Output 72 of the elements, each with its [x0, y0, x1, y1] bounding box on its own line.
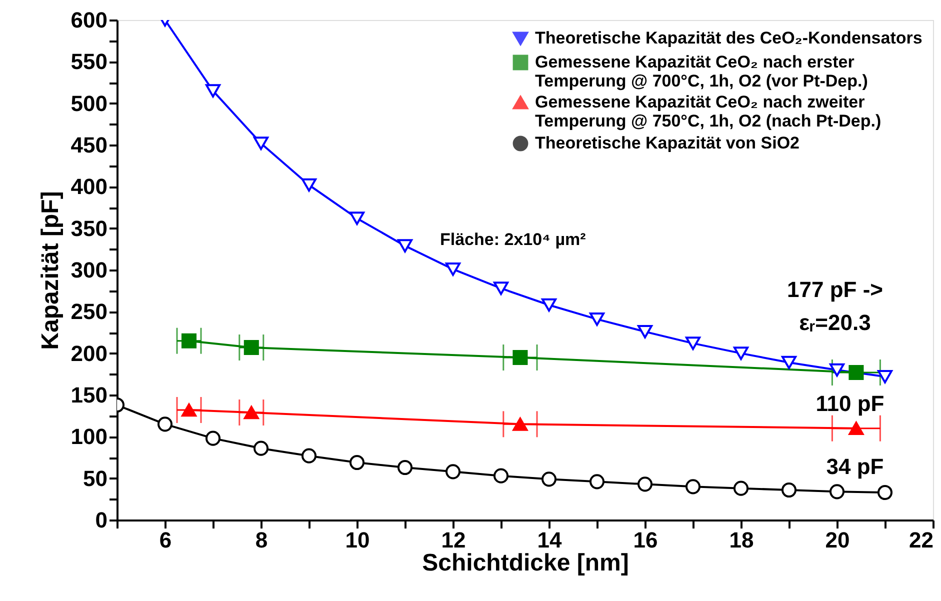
- y-tick-label: 550: [70, 49, 108, 74]
- y-tick-label: 450: [70, 132, 108, 158]
- y-tick-label: 0: [95, 508, 108, 532]
- point: [848, 422, 864, 435]
- x-tick-label: 18: [729, 528, 754, 552]
- y-tick-label: 200: [70, 340, 108, 366]
- annotation: 110 pF: [816, 391, 884, 416]
- point: [589, 474, 605, 490]
- point: [445, 262, 461, 276]
- x-tick-label: 12: [441, 528, 466, 552]
- point: [205, 430, 221, 446]
- x-tick-label: 14: [537, 528, 562, 552]
- legend-label: Theoretische Kapazität des CeO₂-Kondensators: [535, 28, 922, 48]
- point: [541, 298, 557, 312]
- point: [181, 403, 197, 417]
- point: [397, 460, 413, 476]
- point: [781, 356, 797, 370]
- legend-label: Gemessene Kapazität CeO₂ nach erster Temperung @ 700°C, 1h, O2 (vor Pt-Dep.): [535, 52, 868, 90]
- x-tick-label: 6: [159, 528, 172, 552]
- y-tick-label: 300: [70, 258, 108, 282]
- point: [244, 406, 259, 420]
- x-axis-title: Schichtdicke [nm]: [422, 550, 629, 576]
- point: [301, 178, 317, 192]
- point: [733, 480, 749, 496]
- annotation: 177 pF ->: [787, 277, 883, 302]
- point: [781, 482, 797, 498]
- point: [512, 350, 528, 366]
- point: [253, 136, 269, 150]
- point: [685, 479, 701, 494]
- point: [205, 84, 221, 98]
- x-tick-label: 22: [909, 528, 934, 552]
- y-tick-label: 150: [70, 382, 108, 408]
- y-tick-label: 400: [70, 174, 108, 200]
- point: [397, 239, 413, 252]
- point: [733, 346, 749, 360]
- point: [829, 484, 845, 500]
- legend-label: Gemessene Kapazität CeO₂ nach zweiter Temperung @ 750°C, 1h, O2 (nach Pt-Dep.): [535, 92, 882, 130]
- x-tick-label: 8: [255, 528, 268, 552]
- point: [829, 363, 845, 377]
- point: [181, 333, 197, 348]
- point: [637, 476, 653, 492]
- point: [877, 484, 893, 500]
- y-tick-label: 100: [70, 424, 108, 450]
- x-tick-label: 20: [825, 528, 850, 552]
- point: [157, 416, 173, 432]
- annotation: εᵣ=20.3: [799, 310, 871, 335]
- point: [541, 472, 557, 487]
- y-axis-title: Kapazität [pF]: [36, 191, 64, 350]
- point: [848, 364, 864, 380]
- legend-label: Theoretische Kapazität von SiO2: [535, 134, 800, 152]
- point: [253, 440, 269, 456]
- annotation: Fläche: 2x10⁴ µm²: [440, 230, 586, 249]
- x-tick-label: 16: [633, 528, 658, 552]
- point: [637, 325, 653, 338]
- point: [589, 312, 605, 326]
- y-tick-label: 250: [70, 299, 108, 324]
- y-tick-label: 50: [83, 466, 108, 491]
- point: [349, 454, 365, 470]
- point: [301, 448, 317, 464]
- y-tick-label: 600: [70, 8, 108, 32]
- x-tick-label: 10: [345, 528, 370, 552]
- point: [685, 336, 701, 350]
- point: [493, 468, 509, 484]
- y-tick-label: 500: [70, 90, 108, 116]
- annotation: 34 pF: [826, 454, 884, 479]
- point: [493, 282, 509, 295]
- point: [349, 212, 365, 225]
- y-tick-label: 350: [70, 216, 108, 241]
- point: [244, 340, 259, 356]
- point: [445, 464, 461, 480]
- point: [877, 370, 893, 384]
- point: [512, 418, 528, 431]
